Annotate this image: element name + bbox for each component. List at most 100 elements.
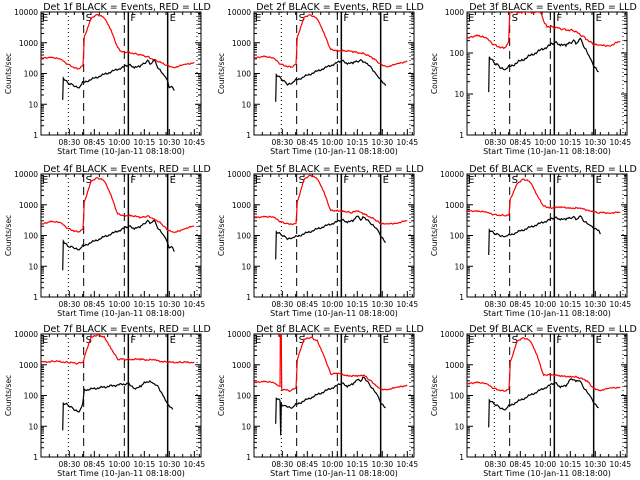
x-tick-label: 10:15 bbox=[134, 300, 156, 309]
y-axis-label: Counts/sec bbox=[430, 53, 439, 94]
x-axis-label: Start Time (10-Jan-11 08:18:00) bbox=[483, 469, 611, 478]
x-tick-label: 10:45 bbox=[397, 300, 419, 309]
y-tick-label: 1000 bbox=[232, 39, 251, 48]
y-tick-label: 1000 bbox=[445, 201, 464, 210]
x-tick-label: 10:00 bbox=[109, 460, 131, 469]
x-tick-label: 10:00 bbox=[322, 300, 344, 309]
y-tick-label: 1000 bbox=[445, 8, 464, 17]
x-tick-label: 10:30 bbox=[372, 138, 394, 147]
x-tick-label: 10:00 bbox=[535, 138, 557, 147]
y-tick-label: 100 bbox=[24, 232, 39, 241]
plot-frame bbox=[466, 333, 628, 458]
x-axis-label: Start Time (10-Jan-11 08:18:00) bbox=[483, 309, 611, 318]
marker-label: E bbox=[383, 335, 389, 346]
x-axis-label: Start Time (10-Jan-11 08:18:00) bbox=[270, 309, 398, 318]
marker-label: E bbox=[383, 13, 389, 24]
y-tick-label: 10000 bbox=[227, 8, 251, 17]
plot-frame bbox=[40, 11, 202, 136]
lld-series-line bbox=[41, 177, 195, 234]
marker-label: E bbox=[42, 335, 48, 346]
x-tick-label: 10:30 bbox=[372, 300, 394, 309]
x-tick-label: 08:30 bbox=[485, 138, 507, 147]
lld-series-line bbox=[41, 334, 195, 365]
y-tick-label: 1 bbox=[459, 131, 464, 140]
x-tick-label: 10:00 bbox=[322, 460, 344, 469]
y-axis-label: Counts/sec bbox=[217, 53, 226, 94]
events-series-line bbox=[488, 378, 599, 428]
plot-frame bbox=[253, 11, 415, 136]
x-tick-label: 10:30 bbox=[159, 138, 181, 147]
y-tick-label: 10 bbox=[454, 262, 464, 271]
x-tick-label: 08:45 bbox=[510, 138, 532, 147]
panel-det-3: Det 3f BLACK = Events, RED = LLD 1 10 100 10… bbox=[430, 2, 637, 156]
x-tick-label: 10:30 bbox=[585, 460, 607, 469]
y-tick-label: 100 bbox=[237, 70, 252, 79]
lld-series-line bbox=[41, 14, 195, 70]
y-tick-label: 100 bbox=[24, 392, 39, 401]
y-tick-label: 10 bbox=[241, 262, 251, 271]
y-axis-label: Counts/sec bbox=[430, 375, 439, 416]
panel-title: Det 2f BLACK = Events, RED = LLD bbox=[256, 2, 424, 13]
marker-label: F bbox=[556, 335, 562, 346]
y-tick-label: 10000 bbox=[227, 170, 251, 179]
x-tick-label: 10:15 bbox=[560, 138, 582, 147]
x-tick-label: 10:30 bbox=[585, 138, 607, 147]
marker-label: S bbox=[86, 335, 92, 346]
x-axis-label: Start Time (10-Jan-11 08:18:00) bbox=[57, 147, 185, 156]
x-tick-label: 08:30 bbox=[272, 460, 294, 469]
marker-label: E bbox=[255, 13, 261, 24]
y-tick-label: 100 bbox=[237, 232, 252, 241]
y-tick-label: 1000 bbox=[19, 361, 38, 370]
x-tick-label: 08:45 bbox=[84, 300, 106, 309]
x-tick-label: 10:15 bbox=[560, 300, 582, 309]
y-axis-label: Counts/sec bbox=[217, 375, 226, 416]
y-tick-label: 1 bbox=[33, 293, 38, 302]
panel-title: Det 9f BLACK = Events, RED = LLD bbox=[469, 324, 637, 335]
x-axis-label: Start Time (10-Jan-11 08:18:00) bbox=[57, 309, 185, 318]
x-tick-label: 10:00 bbox=[322, 138, 344, 147]
events-series-line bbox=[275, 376, 386, 436]
x-tick-label: 10:30 bbox=[372, 460, 394, 469]
y-tick-label: 10 bbox=[241, 422, 251, 431]
x-tick-label: 10:45 bbox=[184, 460, 206, 469]
panel-title: Det 8f BLACK = Events, RED = LLD bbox=[256, 324, 424, 335]
y-tick-label: 10 bbox=[28, 100, 38, 109]
x-tick-label: 10:15 bbox=[134, 460, 156, 469]
y-axis-label: Counts/sec bbox=[430, 215, 439, 256]
marker-label: E bbox=[596, 335, 602, 346]
marker-label: E bbox=[468, 335, 474, 346]
events-series-line bbox=[62, 219, 175, 271]
y-tick-label: 100 bbox=[24, 70, 39, 79]
x-tick-label: 10:30 bbox=[159, 300, 181, 309]
marker-label: F bbox=[343, 175, 349, 186]
panel-det-5: Det 5f BLACK = Events, RED = LLD 1 10 100 10… bbox=[217, 164, 424, 318]
marker-label: S bbox=[86, 175, 92, 186]
panel-title: Det 6f BLACK = Events, RED = LLD bbox=[469, 164, 637, 175]
marker-label: E bbox=[42, 175, 48, 186]
y-tick-label: 1000 bbox=[19, 201, 38, 210]
marker-label: E bbox=[468, 13, 474, 24]
x-tick-label: 10:00 bbox=[535, 460, 557, 469]
x-tick-label: 10:15 bbox=[347, 138, 369, 147]
plot-frame bbox=[466, 11, 628, 136]
x-tick-label: 10:45 bbox=[397, 460, 419, 469]
plot-frame bbox=[253, 333, 415, 458]
lld-series-line bbox=[467, 337, 621, 392]
x-tick-label: 08:30 bbox=[59, 300, 81, 309]
lld-series-line bbox=[254, 14, 408, 68]
y-tick-label: 10000 bbox=[440, 170, 464, 179]
marker-label: S bbox=[512, 335, 518, 346]
x-tick-label: 08:30 bbox=[272, 300, 294, 309]
y-tick-label: 10000 bbox=[14, 170, 38, 179]
x-axis-label: Start Time (10-Jan-11 08:18:00) bbox=[483, 147, 611, 156]
y-tick-label: 1 bbox=[33, 131, 38, 140]
x-tick-label: 08:45 bbox=[84, 460, 106, 469]
y-tick-label: 1 bbox=[459, 453, 464, 462]
x-axis-label: Start Time (10-Jan-11 08:18:00) bbox=[270, 147, 398, 156]
y-tick-label: 1 bbox=[246, 131, 251, 140]
marker-label: E bbox=[255, 175, 261, 186]
x-tick-label: 10:45 bbox=[610, 300, 632, 309]
x-axis-label: Start Time (10-Jan-11 08:18:00) bbox=[57, 469, 185, 478]
x-tick-label: 10:45 bbox=[610, 460, 632, 469]
